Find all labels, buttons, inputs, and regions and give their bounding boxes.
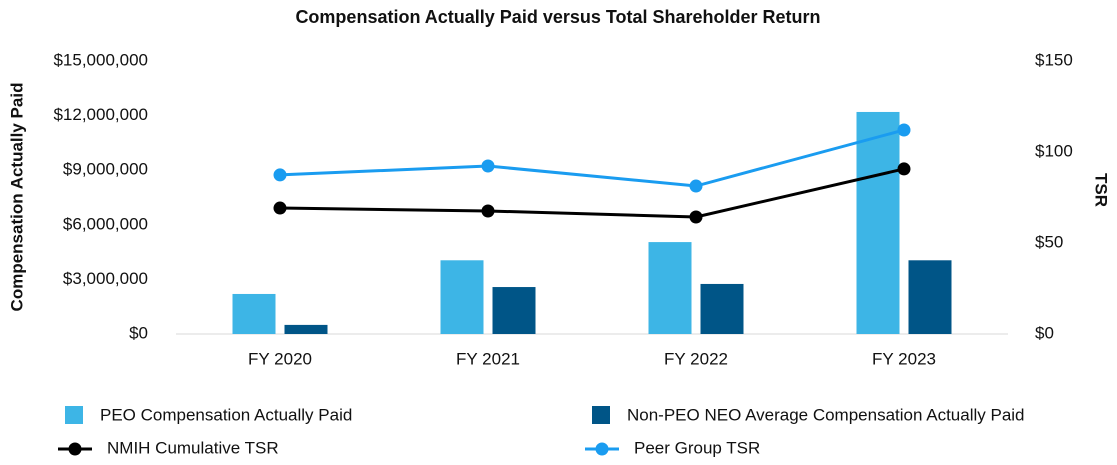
bar bbox=[856, 111, 900, 335]
marker bbox=[481, 204, 495, 218]
marker bbox=[481, 159, 495, 173]
legend-swatch bbox=[592, 406, 610, 424]
y2-tick-label: $100 bbox=[1035, 141, 1073, 160]
y2-tick-label: $150 bbox=[1035, 50, 1073, 69]
legend-swatch bbox=[595, 442, 609, 456]
y2-tick-label: $50 bbox=[1035, 232, 1063, 251]
marker bbox=[689, 179, 703, 193]
y2-axis-title: TSR bbox=[1092, 173, 1111, 207]
y-tick-label: $15,000,000 bbox=[53, 50, 148, 69]
legend-label: PEO Compensation Actually Paid bbox=[100, 405, 352, 424]
legend-swatch bbox=[68, 442, 82, 456]
y-tick-label: $12,000,000 bbox=[53, 105, 148, 124]
y2-tick-label: $0 bbox=[1035, 323, 1054, 342]
line bbox=[279, 128, 905, 188]
bar bbox=[700, 283, 744, 334]
x-tick-label: FY 2023 bbox=[872, 349, 936, 368]
y-tick-label: $3,000,000 bbox=[63, 269, 148, 288]
marker bbox=[689, 210, 703, 224]
x-tick-label: FY 2020 bbox=[248, 349, 312, 368]
chart-title: Compensation Actually Paid versus Total … bbox=[295, 7, 820, 27]
y-tick-label: $9,000,000 bbox=[63, 160, 148, 179]
y-tick-label: $0 bbox=[129, 323, 148, 342]
bar bbox=[908, 260, 952, 334]
line bbox=[279, 167, 905, 219]
x-tick-label: FY 2022 bbox=[664, 349, 728, 368]
y-axis-title: Compensation Actually Paid bbox=[7, 83, 26, 312]
x-tick-label: FY 2021 bbox=[456, 349, 520, 368]
legend-label: NMIH Cumulative TSR bbox=[107, 438, 279, 457]
y-tick-label: $6,000,000 bbox=[63, 214, 148, 233]
bar bbox=[232, 293, 276, 334]
bar bbox=[648, 242, 692, 334]
bar bbox=[492, 287, 536, 334]
legend-label: Peer Group TSR bbox=[634, 438, 760, 457]
bar bbox=[440, 260, 484, 334]
legend-swatch bbox=[65, 406, 83, 424]
marker bbox=[273, 168, 287, 182]
marker bbox=[897, 123, 911, 137]
bar bbox=[284, 324, 328, 334]
marker bbox=[273, 201, 287, 215]
marker bbox=[897, 162, 911, 176]
legend-label: Non-PEO NEO Average Compensation Actuall… bbox=[627, 405, 1025, 424]
